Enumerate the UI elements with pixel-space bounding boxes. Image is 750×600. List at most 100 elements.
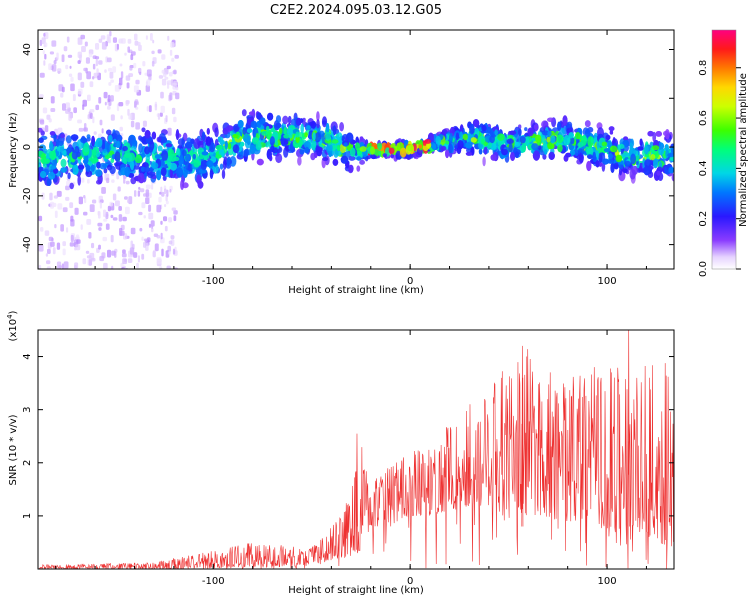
spectrogram-cell <box>148 146 154 153</box>
spectrogram-cell <box>532 150 541 161</box>
spectrogram-cell <box>243 133 250 143</box>
spectrogram-cell <box>77 51 83 58</box>
spectrogram-cell <box>91 157 99 163</box>
spectrogram-cell <box>55 138 60 147</box>
spectrogram-cell <box>127 199 130 204</box>
spectrogram-cell <box>75 244 81 251</box>
spectrogram-cell <box>95 137 103 148</box>
spectrogram-cell <box>134 99 139 105</box>
spectrogram-cell <box>435 135 442 145</box>
spectrogram-cell <box>48 118 52 123</box>
spectrogram-cell <box>455 132 460 141</box>
spectrogram-cell <box>322 120 327 125</box>
spectrogram-cell <box>355 142 360 151</box>
colorbar-tick-label: 0.2 <box>698 211 709 227</box>
spectrogram-cell <box>110 214 114 219</box>
spectrogram-cell <box>161 54 166 60</box>
spectrogram-cell <box>359 136 364 141</box>
spectrogram-cell <box>349 147 356 157</box>
spectrogram-cell <box>165 115 168 123</box>
spectrogram-cell <box>60 167 68 173</box>
spectrogram-cell <box>509 130 517 135</box>
spectrogram-cell <box>71 150 78 160</box>
spectrogram-cell <box>141 253 145 260</box>
spectrogram-cell <box>66 36 70 43</box>
spectrogram-cell <box>510 152 516 161</box>
spectrogram-cell <box>201 131 206 141</box>
spectrogram-cell <box>653 158 658 169</box>
spectrogram-cell <box>568 132 574 139</box>
spectrogram-cell <box>340 155 349 164</box>
spectrogram-cell <box>90 112 93 120</box>
spectrogram-cell <box>50 108 56 112</box>
spectrogram-cell <box>183 167 188 178</box>
spectrogram-cell <box>168 251 171 255</box>
spectrogram-cell <box>610 162 615 173</box>
spectrogram-cell <box>89 81 94 88</box>
spectrogram-cell <box>80 224 83 230</box>
spectrogram-cell <box>169 92 173 101</box>
spectrogram-cell <box>175 92 180 100</box>
spectrogram-cell <box>637 146 644 151</box>
spectrogram-cell <box>92 55 97 60</box>
spectrogram-cell <box>151 60 155 67</box>
spectrogram-cell <box>160 105 165 114</box>
spectrogram-cell <box>226 157 231 167</box>
spectrogram-cell <box>67 54 73 58</box>
colorbar: 0.0 0.2 0.4 0.6 0.8 Normalized spectral ampl… <box>698 29 749 277</box>
spectrogram-cell <box>77 164 85 170</box>
spectrogram-cell <box>316 111 320 122</box>
snr-series-line <box>38 330 674 569</box>
spectrogram-cell <box>167 245 172 252</box>
spectrogram-cell <box>46 178 52 187</box>
spectrogram-cell <box>601 141 608 147</box>
spectrogram-cell <box>83 127 88 132</box>
spectrogram-cell <box>160 220 163 225</box>
spectrogram-cell <box>104 69 107 73</box>
spectrogram-cell <box>325 122 330 134</box>
spectrogram-cell <box>65 135 72 144</box>
spectrogram-cell <box>106 177 110 184</box>
spectrogram-cell <box>192 153 196 160</box>
spectrogram-cell <box>172 82 177 90</box>
spectrogram-cell <box>75 234 80 240</box>
spectrogram-cell <box>201 151 209 156</box>
spectrogram-cell <box>275 115 282 124</box>
spectrogram-cell <box>151 184 154 190</box>
spectrogram-cell <box>462 133 468 141</box>
spectrogram-cell <box>73 107 77 114</box>
spectrogram-cell <box>286 127 293 136</box>
spectrogram-cell <box>205 136 212 147</box>
spectrogram-cell <box>138 44 142 52</box>
snr-frame <box>37 329 675 570</box>
spectrogram-cell <box>445 140 450 145</box>
spectrogram-cell <box>150 33 153 41</box>
spectrogram-cell <box>151 50 155 55</box>
spectrogram-cell <box>295 135 300 144</box>
spectrogram-cell <box>589 147 594 157</box>
spectrogram-cell <box>50 241 55 247</box>
spectrogram-cell <box>336 144 341 151</box>
spectrogram-cell <box>114 151 121 162</box>
spectrogram-cell <box>98 60 103 65</box>
spectrogram-cell <box>90 257 96 262</box>
spectrogram-cell <box>92 63 96 70</box>
spectrogram-cell <box>148 204 152 212</box>
spectrogram-cell <box>577 142 584 148</box>
spectrogram-cell <box>84 197 87 204</box>
colorbar-ticks: 0.0 0.2 0.4 0.6 0.8 <box>698 60 741 277</box>
spectrogram-cell <box>143 238 148 242</box>
spectrogram-cell <box>49 141 53 151</box>
spectrogram-cell <box>197 180 204 189</box>
spectrogram-cell <box>373 148 381 156</box>
spectrogram-cell <box>125 206 130 215</box>
spectrogram-cell <box>270 127 276 133</box>
spectrogram-cell <box>42 50 45 55</box>
spectrogram-cell <box>316 149 323 157</box>
spectrogram-cell <box>304 146 309 154</box>
spectrogram-cell <box>222 159 227 170</box>
spectrogram-cell <box>543 149 548 155</box>
spectrogram-cell <box>120 71 124 79</box>
spectrogram-cell <box>100 35 106 40</box>
spectrogram-cell <box>130 120 135 128</box>
